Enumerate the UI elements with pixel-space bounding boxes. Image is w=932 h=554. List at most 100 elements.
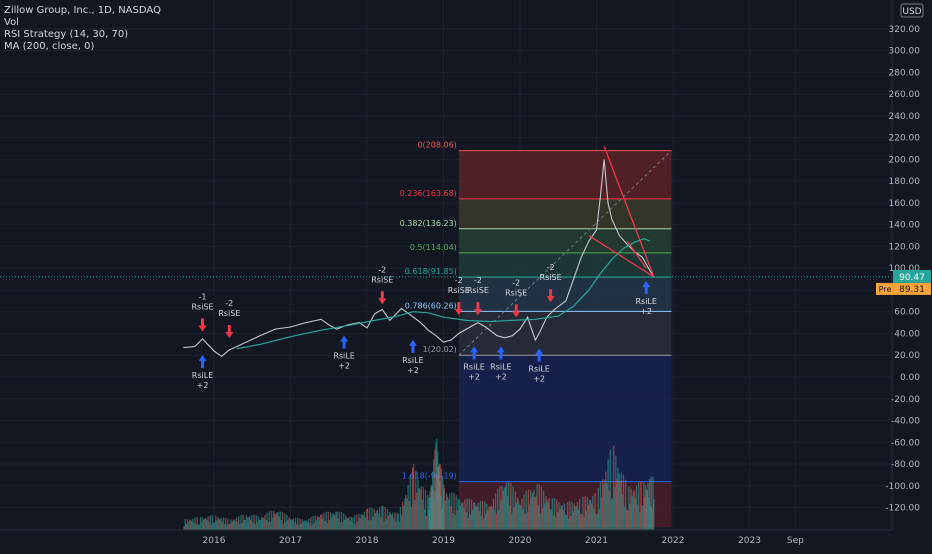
volume-bar	[324, 521, 326, 530]
volume-bar	[566, 502, 569, 530]
fib-zone-0.786	[458, 311, 672, 356]
volume-bar	[246, 517, 249, 530]
buy-arrow-icon	[535, 348, 544, 362]
volume-bar	[244, 519, 246, 530]
volume-bar	[383, 521, 385, 530]
volume-bar	[195, 524, 197, 530]
volume-bar	[532, 492, 534, 530]
signal-label-name: RsiSE	[448, 286, 470, 295]
volume-bar	[266, 512, 268, 530]
symbol-title[interactable]: Zillow Group, Inc., 1D, NASDAQ	[4, 5, 161, 16]
volume-bar	[539, 513, 542, 530]
volume-bar	[281, 511, 284, 530]
volume-bar	[350, 516, 353, 530]
volume-bar	[628, 486, 630, 530]
signal-label-name: RsiSE	[191, 302, 213, 311]
volume-bar	[389, 513, 392, 530]
volume-bar	[337, 518, 339, 530]
volume-bar	[480, 516, 483, 530]
x-axis-tick-label: 2019	[432, 536, 455, 546]
volume-bar	[466, 498, 468, 530]
volume-bar	[638, 482, 640, 530]
volume-bar	[373, 508, 375, 530]
volume-bar	[391, 514, 393, 530]
volume-bar	[581, 514, 583, 530]
volume-bar	[470, 499, 473, 530]
signal-label-name: RsiLE	[528, 365, 549, 374]
fib-zone-0.618	[458, 277, 672, 312]
y-axis-tick-label: 220.00	[889, 134, 921, 144]
volume-bar	[364, 517, 367, 530]
currency-badge[interactable]	[900, 3, 924, 18]
signal-label-name: RsiLE	[333, 351, 354, 360]
volume-bar	[394, 512, 396, 530]
volume-bar	[518, 504, 521, 530]
indicator-rsi-strategy[interactable]: RSI Strategy (14, 30, 70)	[4, 29, 128, 40]
signal-label-name: RsiLE	[402, 356, 423, 365]
signal-label-name: RsiSE	[371, 275, 393, 284]
volume-bar	[463, 507, 465, 530]
volume-bar	[580, 514, 582, 530]
volume-bar	[413, 499, 416, 530]
y-axis-labels: 320.00 300.00 280.00 260.00 240.00 220.00 200.…	[885, 25, 920, 514]
volume-bar	[381, 506, 383, 530]
volume-bar	[501, 485, 503, 530]
volume-bar	[511, 513, 513, 530]
volume-bar	[194, 517, 196, 530]
volume-bar	[298, 525, 300, 530]
volume-bar	[451, 492, 453, 530]
volume-bar	[520, 505, 522, 530]
signal-label-qty: +2	[338, 361, 350, 370]
moving-average-line	[236, 238, 651, 350]
volume-bar	[192, 518, 194, 530]
volume-bar	[230, 519, 232, 530]
volume-bar	[418, 488, 420, 530]
volume-bar	[307, 518, 310, 530]
y-axis-tick-label: 320.00	[889, 25, 921, 35]
volume-bar	[557, 512, 559, 530]
volume-bar	[256, 522, 259, 530]
volume-bar	[465, 512, 467, 530]
volume-bar	[588, 499, 591, 530]
volume-bar	[233, 519, 236, 530]
volume-bar	[459, 505, 462, 530]
volume-bar	[605, 471, 607, 530]
volume-bar	[275, 513, 277, 530]
x-axis-tick-label: Sep	[787, 536, 804, 546]
y-axis-tick-label: 280.00	[889, 68, 921, 78]
volume-bar	[344, 519, 346, 530]
volume-bar	[262, 517, 264, 530]
signal-label-qty: -2	[547, 263, 555, 272]
volume-bar	[352, 522, 355, 530]
volume-bar	[632, 492, 634, 530]
volume-bar	[546, 499, 548, 530]
fib-level-label-1.618: 1.618(-96.19)	[402, 472, 457, 481]
indicator-moving-average[interactable]: MA (200, close, 0)	[4, 41, 94, 52]
volume-bar	[341, 522, 344, 530]
fib-level-label-1: 1(20.02)	[423, 345, 457, 354]
time-axis-panel[interactable]	[0, 530, 932, 550]
buy-arrow-icon	[470, 346, 479, 360]
y-axis-tick-label: 120.00	[889, 242, 921, 252]
volume-bar	[455, 495, 457, 530]
volume-bar	[220, 517, 222, 530]
volume-bar	[489, 506, 491, 530]
volume-bar	[622, 474, 625, 530]
fib-zone-0.5	[458, 252, 672, 278]
volume-bar	[427, 494, 429, 530]
volume-bar	[572, 510, 574, 530]
volume-bar	[621, 494, 624, 530]
volume-bar	[604, 479, 606, 530]
volume-bar	[649, 505, 652, 530]
volume-bar	[515, 503, 518, 530]
signal-label-name: RsiSE	[467, 286, 489, 295]
volume-bar	[359, 518, 361, 530]
currency-label: USD	[902, 7, 921, 17]
indicator-volume[interactable]: Vol	[4, 17, 19, 28]
volume-bar	[456, 509, 459, 530]
volume-bar	[251, 515, 253, 530]
volume-bar	[586, 497, 589, 530]
x-axis-tick-label: 2018	[356, 536, 379, 546]
